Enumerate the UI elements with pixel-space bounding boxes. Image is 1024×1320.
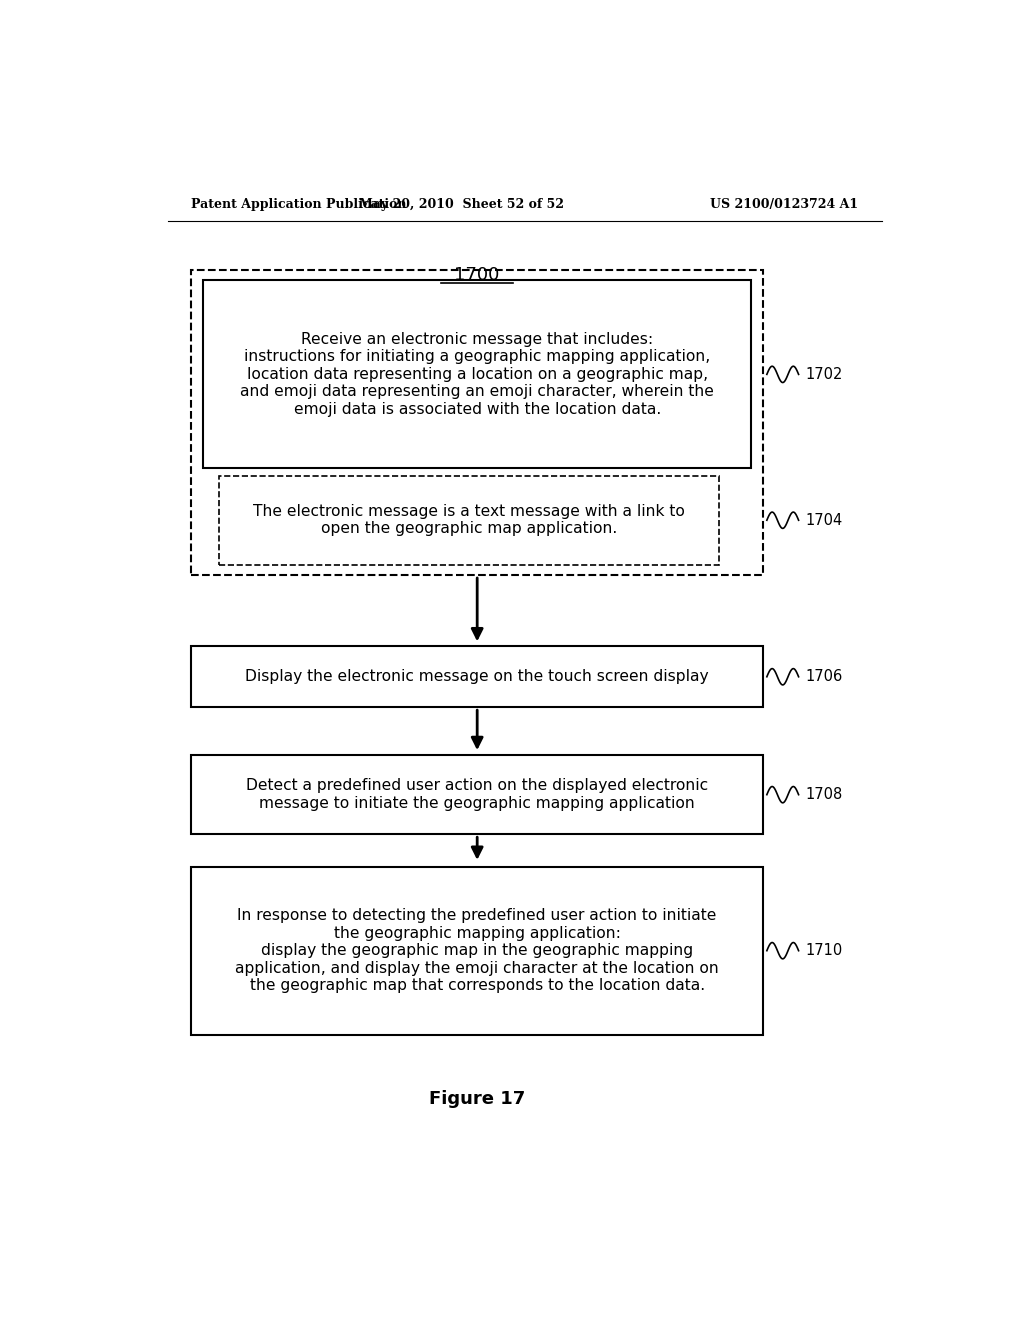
Text: US 2100/0123724 A1: US 2100/0123724 A1 xyxy=(710,198,858,211)
Text: 1702: 1702 xyxy=(805,367,843,381)
Text: May 20, 2010  Sheet 52 of 52: May 20, 2010 Sheet 52 of 52 xyxy=(358,198,564,211)
Text: In response to detecting the predefined user action to initiate
the geographic m: In response to detecting the predefined … xyxy=(236,908,719,993)
Text: Receive an electronic message that includes:
instructions for initiating a geogr: Receive an electronic message that inclu… xyxy=(241,333,714,417)
FancyBboxPatch shape xyxy=(191,271,763,576)
Text: 1700: 1700 xyxy=(455,267,500,284)
Text: 1706: 1706 xyxy=(805,669,842,684)
Text: The electronic message is a text message with a link to
open the geographic map : The electronic message is a text message… xyxy=(253,504,685,536)
Text: Display the electronic message on the touch screen display: Display the electronic message on the to… xyxy=(246,669,709,684)
FancyBboxPatch shape xyxy=(219,475,719,565)
Text: Figure 17: Figure 17 xyxy=(429,1089,525,1107)
Text: 1710: 1710 xyxy=(805,944,842,958)
FancyBboxPatch shape xyxy=(204,280,751,469)
Text: Detect a predefined user action on the displayed electronic
message to initiate : Detect a predefined user action on the d… xyxy=(246,779,709,810)
FancyBboxPatch shape xyxy=(191,647,763,708)
Text: 1708: 1708 xyxy=(805,787,842,803)
FancyBboxPatch shape xyxy=(191,867,763,1035)
FancyBboxPatch shape xyxy=(191,755,763,834)
Text: 1704: 1704 xyxy=(805,512,842,528)
Text: Patent Application Publication: Patent Application Publication xyxy=(191,198,407,211)
